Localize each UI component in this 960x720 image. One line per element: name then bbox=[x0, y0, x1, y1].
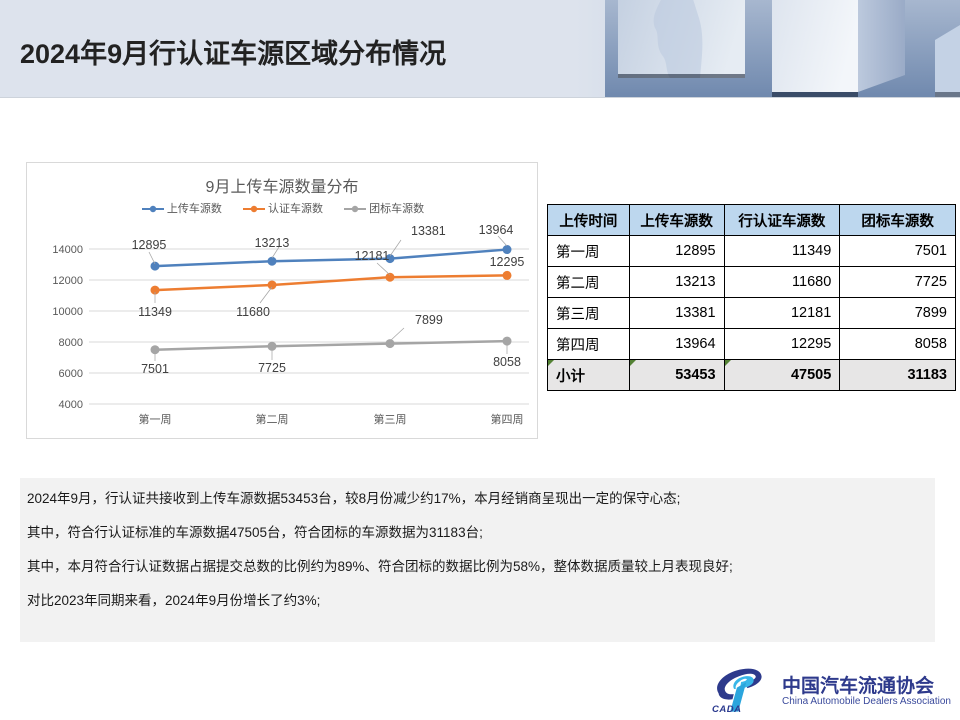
svg-text:CADA: CADA bbox=[712, 704, 741, 713]
svg-text:6000: 6000 bbox=[59, 368, 83, 380]
svg-text:第一周: 第一周 bbox=[139, 412, 172, 426]
svg-text:11349: 11349 bbox=[138, 305, 172, 319]
svg-text:第三周: 第三周 bbox=[374, 412, 407, 426]
svg-text:8000: 8000 bbox=[59, 337, 83, 349]
svg-text:4000: 4000 bbox=[59, 399, 83, 411]
svg-text:13964: 13964 bbox=[479, 223, 514, 237]
svg-text:7501: 7501 bbox=[141, 362, 169, 376]
svg-text:12000: 12000 bbox=[52, 275, 83, 287]
svg-text:13381: 13381 bbox=[411, 224, 446, 238]
svg-text:10000: 10000 bbox=[52, 306, 83, 318]
svg-text:12181: 12181 bbox=[355, 249, 390, 263]
svg-text:14000: 14000 bbox=[52, 244, 83, 256]
svg-text:13213: 13213 bbox=[255, 236, 290, 250]
svg-text:7725: 7725 bbox=[258, 361, 286, 375]
svg-text:第四周: 第四周 bbox=[491, 412, 524, 426]
svg-text:12895: 12895 bbox=[132, 238, 167, 252]
svg-text:第二周: 第二周 bbox=[256, 412, 289, 426]
svg-text:7899: 7899 bbox=[415, 313, 443, 327]
svg-text:12295: 12295 bbox=[490, 255, 525, 269]
svg-text:8058: 8058 bbox=[493, 355, 521, 369]
svg-text:11680: 11680 bbox=[236, 305, 270, 319]
